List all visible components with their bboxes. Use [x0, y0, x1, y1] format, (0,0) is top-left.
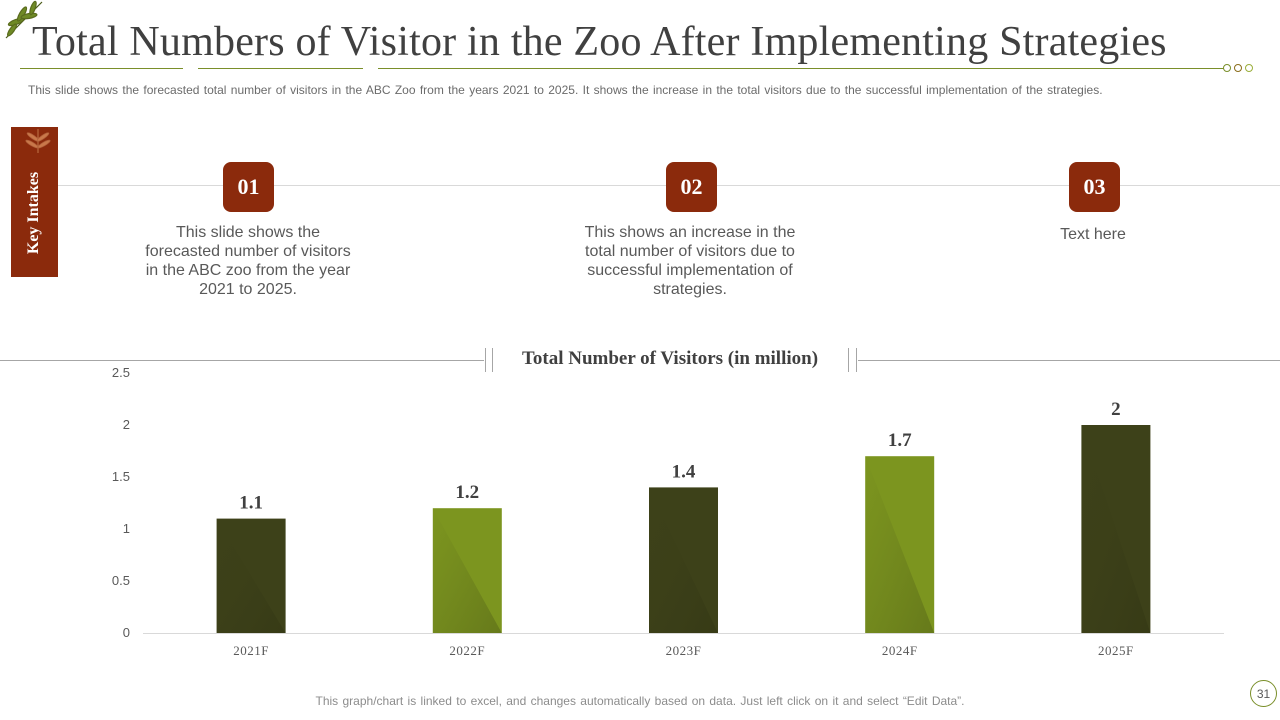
dot-icon [1223, 64, 1231, 72]
leaf-decoration-icon [5, 0, 43, 39]
y-tick-label: 2.5 [112, 365, 130, 380]
x-tick-label: 2023F [666, 643, 702, 658]
step-badge-03: 03 [1069, 162, 1120, 212]
title-dots-decoration [1223, 64, 1253, 72]
step-text-03: Text here [1060, 226, 1126, 243]
slide-subtitle: This slide shows the forecasted total nu… [28, 83, 1103, 97]
title-underline [378, 68, 1224, 69]
y-tick-label: 0 [123, 625, 130, 640]
step-text-01: This slide shows the forecasted number o… [145, 224, 351, 298]
bar-shade [216, 518, 286, 633]
bar-shade [865, 456, 935, 633]
chart-title-bracket [492, 348, 493, 372]
page-number: 31 [1250, 680, 1277, 707]
data-label: 1.7 [888, 430, 912, 451]
x-tick-label: 2025F [1098, 643, 1134, 658]
data-label: 1.1 [239, 493, 263, 514]
data-label: 1.2 [455, 482, 479, 503]
chart-title-bracket [848, 348, 849, 372]
x-tick-label: 2022F [449, 643, 485, 658]
data-label: 2 [1111, 399, 1121, 420]
y-tick-label: 1 [123, 521, 130, 536]
chart-title-bracket [485, 348, 486, 372]
dot-icon [1234, 64, 1242, 72]
title-underline [198, 68, 363, 69]
bar-shade [432, 508, 502, 633]
chart-title-rule [0, 360, 484, 361]
step-badge-01: 01 [223, 162, 274, 212]
y-tick-label: 2 [123, 417, 130, 432]
slide-title: Total Numbers of Visitor in the Zoo Afte… [32, 19, 1167, 65]
chart-title: Total Number of Visitors (in million) [521, 348, 819, 369]
leaf-icon [25, 129, 51, 153]
dot-icon [1245, 64, 1253, 72]
data-label: 1.4 [672, 461, 696, 482]
y-tick-label: 0.5 [112, 573, 130, 588]
key-intakes-tab: Key Intakes [11, 127, 58, 277]
chart-title-bracket [856, 348, 857, 372]
bar-shade [649, 487, 718, 633]
step-badge-02: 02 [666, 162, 717, 212]
chart-footer-note: This graph/chart is linked to excel, and… [315, 694, 965, 708]
y-tick-label: 1.5 [112, 469, 130, 484]
step-text-02: This shows an increase in the total numb… [584, 224, 796, 298]
title-underline [20, 68, 183, 69]
chart-title-rule [858, 360, 1280, 361]
x-tick-label: 2024F [882, 643, 918, 658]
x-tick-label: 2021F [233, 643, 269, 658]
bar-shade [1081, 425, 1151, 633]
